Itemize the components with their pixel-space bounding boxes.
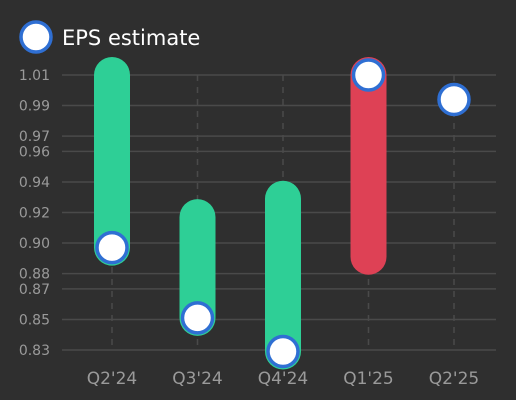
y-tick-label: 0.87 xyxy=(19,282,50,298)
y-tick-label: 1.01 xyxy=(19,68,50,84)
x-axis-ticks: Q2'24 Q3'24 Q4'24 Q1'25 Q2'25 xyxy=(87,369,480,389)
legend-marker-icon xyxy=(19,20,53,54)
y-tick-label: 0.94 xyxy=(19,175,50,191)
y-tick-label: 0.99 xyxy=(19,99,50,115)
x-tick-label: Q2'24 xyxy=(87,369,138,389)
y-tick-label: 0.83 xyxy=(19,343,50,359)
range-bar xyxy=(350,57,387,275)
x-tick-label: Q1'25 xyxy=(343,369,394,389)
estimate-marker xyxy=(266,334,300,369)
y-tick-label: 0.97 xyxy=(19,129,50,145)
range-bar xyxy=(265,180,301,370)
y-tick-label: 0.92 xyxy=(19,206,50,222)
y-tick-label: 0.88 xyxy=(19,267,50,283)
legend: EPS estimate xyxy=(19,20,200,54)
legend-label: EPS estimate xyxy=(62,26,200,50)
x-tick-label: Q2'25 xyxy=(429,369,480,389)
y-tick-label: 0.85 xyxy=(19,312,50,328)
range-bars xyxy=(94,57,387,370)
y-tick-label: 0.90 xyxy=(19,236,50,252)
range-bar xyxy=(179,199,216,336)
y-axis-ticks: 0.83 0.85 0.870.88 0.90 0.92 0.94 0.960.97 0.99… xyxy=(19,68,50,359)
estimate-marker xyxy=(95,230,129,265)
estimate-markers xyxy=(95,58,471,369)
estimate-marker xyxy=(180,301,215,335)
range-bar xyxy=(94,57,130,266)
x-tick-label: Q3'24 xyxy=(172,369,223,389)
estimate-marker xyxy=(351,58,386,92)
estimate-marker xyxy=(437,82,471,117)
y-tick-label: 0.96 xyxy=(19,144,50,160)
x-tick-label: Q4'24 xyxy=(258,369,309,389)
